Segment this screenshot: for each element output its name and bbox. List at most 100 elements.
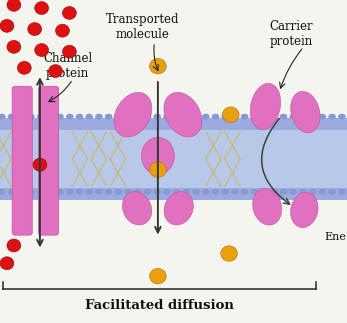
Ellipse shape: [95, 189, 103, 195]
Ellipse shape: [56, 24, 69, 37]
Ellipse shape: [144, 189, 151, 195]
Ellipse shape: [241, 189, 248, 195]
Ellipse shape: [212, 114, 219, 120]
Bar: [0, 188, 347, 200]
Ellipse shape: [319, 114, 326, 120]
Bar: [0, 118, 347, 130]
Ellipse shape: [153, 189, 161, 195]
Text: Carrier
protein: Carrier protein: [270, 20, 313, 48]
FancyBboxPatch shape: [12, 86, 32, 235]
Ellipse shape: [150, 268, 166, 284]
Ellipse shape: [17, 114, 25, 120]
Ellipse shape: [8, 189, 15, 195]
Ellipse shape: [260, 114, 268, 120]
Ellipse shape: [35, 44, 49, 57]
Ellipse shape: [66, 189, 74, 195]
Ellipse shape: [76, 189, 83, 195]
Ellipse shape: [62, 45, 76, 58]
Ellipse shape: [338, 189, 346, 195]
Ellipse shape: [270, 114, 278, 120]
Ellipse shape: [49, 65, 62, 78]
Ellipse shape: [260, 189, 268, 195]
Ellipse shape: [56, 114, 64, 120]
Ellipse shape: [105, 189, 112, 195]
Ellipse shape: [221, 114, 229, 120]
Ellipse shape: [338, 114, 346, 120]
Ellipse shape: [289, 189, 297, 195]
Ellipse shape: [241, 114, 248, 120]
Ellipse shape: [192, 114, 200, 120]
Ellipse shape: [85, 189, 93, 195]
Ellipse shape: [115, 189, 122, 195]
Ellipse shape: [17, 189, 25, 195]
Ellipse shape: [319, 189, 326, 195]
Ellipse shape: [56, 189, 64, 195]
Ellipse shape: [251, 114, 258, 120]
Ellipse shape: [122, 192, 152, 225]
Bar: [0, 118, 347, 200]
Text: Facilitated diffusion: Facilitated diffusion: [85, 299, 234, 312]
Ellipse shape: [35, 2, 49, 15]
Ellipse shape: [37, 114, 44, 120]
Ellipse shape: [290, 192, 318, 228]
Ellipse shape: [231, 114, 239, 120]
Ellipse shape: [289, 114, 297, 120]
Ellipse shape: [115, 114, 122, 120]
Ellipse shape: [46, 114, 54, 120]
Ellipse shape: [221, 246, 237, 261]
Ellipse shape: [231, 189, 239, 195]
Ellipse shape: [124, 189, 132, 195]
Ellipse shape: [153, 114, 161, 120]
Ellipse shape: [85, 114, 93, 120]
Ellipse shape: [251, 189, 258, 195]
Ellipse shape: [33, 158, 47, 171]
Ellipse shape: [37, 189, 44, 195]
Ellipse shape: [253, 188, 282, 225]
Ellipse shape: [7, 40, 21, 53]
Ellipse shape: [280, 189, 287, 195]
Ellipse shape: [173, 189, 180, 195]
Ellipse shape: [328, 114, 336, 120]
Ellipse shape: [173, 114, 180, 120]
Ellipse shape: [250, 83, 281, 130]
Ellipse shape: [134, 189, 142, 195]
Ellipse shape: [150, 58, 166, 74]
Ellipse shape: [270, 189, 278, 195]
Ellipse shape: [222, 107, 239, 122]
Ellipse shape: [8, 114, 15, 120]
Ellipse shape: [27, 189, 35, 195]
Ellipse shape: [163, 189, 171, 195]
Ellipse shape: [202, 189, 210, 195]
Ellipse shape: [309, 189, 316, 195]
Text: Ene: Ene: [324, 233, 346, 242]
Ellipse shape: [105, 114, 112, 120]
Ellipse shape: [134, 114, 142, 120]
Ellipse shape: [28, 23, 42, 36]
Ellipse shape: [76, 114, 83, 120]
Ellipse shape: [0, 114, 6, 120]
Ellipse shape: [328, 189, 336, 195]
Ellipse shape: [144, 114, 151, 120]
Ellipse shape: [299, 114, 307, 120]
Ellipse shape: [66, 114, 74, 120]
Ellipse shape: [7, 239, 21, 252]
FancyBboxPatch shape: [39, 86, 59, 235]
Ellipse shape: [299, 189, 307, 195]
Ellipse shape: [164, 192, 193, 225]
Ellipse shape: [7, 0, 21, 11]
Ellipse shape: [17, 61, 31, 74]
Ellipse shape: [95, 114, 103, 120]
Ellipse shape: [142, 137, 174, 174]
Text: Channel
protein: Channel protein: [43, 52, 92, 80]
Ellipse shape: [0, 19, 14, 32]
Ellipse shape: [202, 114, 210, 120]
Ellipse shape: [221, 189, 229, 195]
Ellipse shape: [62, 6, 76, 19]
Ellipse shape: [192, 189, 200, 195]
Ellipse shape: [164, 92, 202, 137]
Ellipse shape: [124, 114, 132, 120]
Ellipse shape: [309, 114, 316, 120]
Ellipse shape: [183, 114, 190, 120]
Ellipse shape: [0, 189, 6, 195]
Ellipse shape: [0, 257, 14, 270]
